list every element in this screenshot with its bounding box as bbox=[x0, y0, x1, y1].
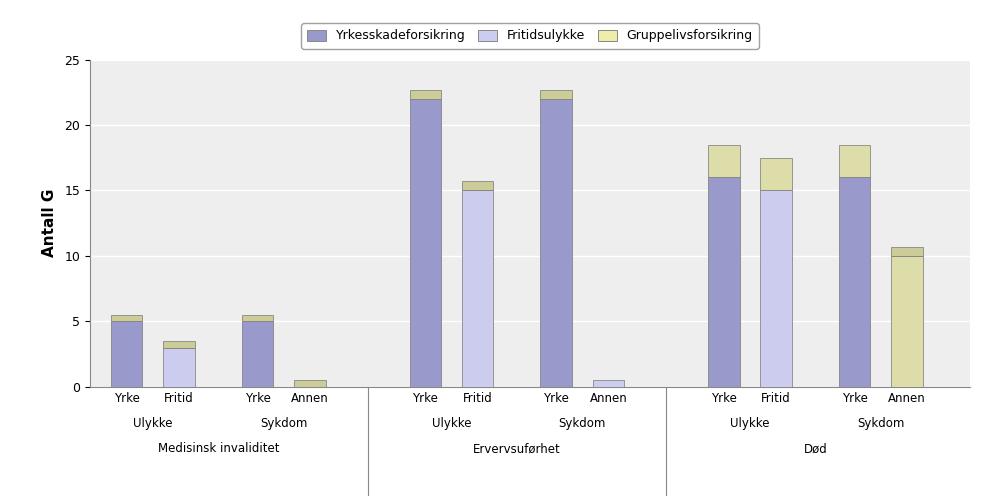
Bar bbox=[839, 178, 870, 387]
Text: Sykdom: Sykdom bbox=[857, 418, 905, 431]
Text: Ervervsuførhet: Ervervsuførhet bbox=[473, 442, 561, 455]
Bar bbox=[410, 99, 441, 387]
Text: Sykdom: Sykdom bbox=[559, 418, 606, 431]
Bar bbox=[242, 321, 273, 387]
Bar bbox=[462, 190, 493, 387]
Bar bbox=[760, 158, 792, 190]
Bar bbox=[410, 90, 441, 99]
Text: Sykdom: Sykdom bbox=[260, 418, 307, 431]
Bar bbox=[760, 190, 792, 387]
Bar bbox=[593, 380, 624, 387]
Bar bbox=[540, 99, 572, 387]
Legend: Yrkesskadeforsikring, Fritidsulykke, Gruppelivsforsikring: Yrkesskadeforsikring, Fritidsulykke, Gru… bbox=[301, 23, 759, 49]
Bar bbox=[111, 321, 142, 387]
Bar bbox=[891, 247, 923, 256]
Text: Medisinsk invaliditet: Medisinsk invaliditet bbox=[158, 442, 279, 455]
Text: Død: Død bbox=[804, 442, 827, 455]
Bar bbox=[111, 315, 142, 321]
Bar bbox=[839, 145, 870, 178]
Text: Ulykke: Ulykke bbox=[133, 418, 173, 431]
Bar bbox=[163, 341, 195, 348]
Bar bbox=[242, 315, 273, 321]
Bar bbox=[462, 182, 493, 190]
Bar bbox=[708, 145, 740, 178]
Text: Ulykke: Ulykke bbox=[432, 418, 471, 431]
Bar bbox=[294, 380, 326, 387]
Y-axis label: Antall G: Antall G bbox=[42, 189, 57, 257]
Bar bbox=[540, 90, 572, 99]
Bar bbox=[163, 348, 195, 387]
Text: Ulykke: Ulykke bbox=[730, 418, 770, 431]
Bar bbox=[708, 178, 740, 387]
Bar bbox=[891, 256, 923, 387]
